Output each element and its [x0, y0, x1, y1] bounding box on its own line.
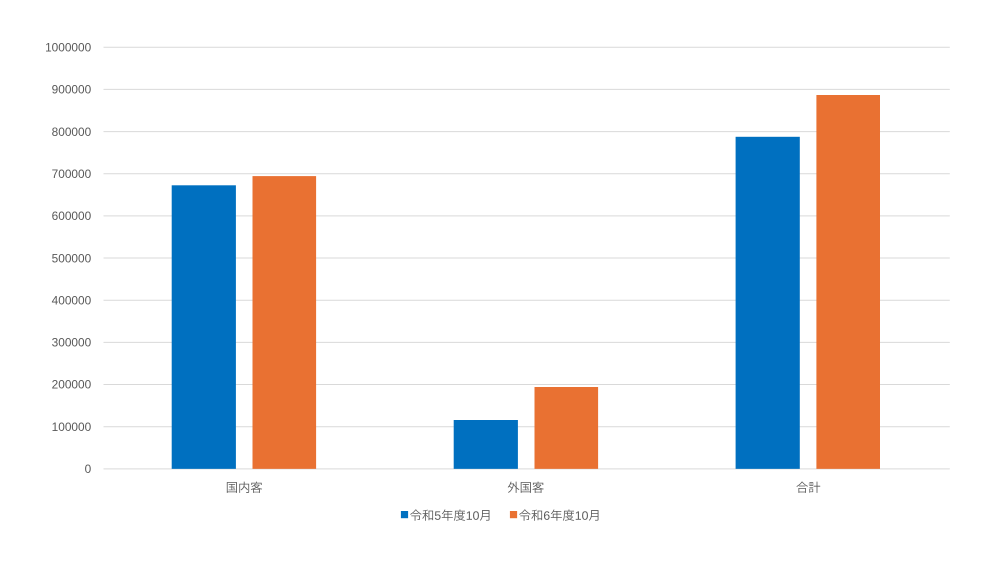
svg-text:800000: 800000: [52, 125, 92, 139]
svg-text:700000: 700000: [52, 167, 92, 181]
svg-text:200000: 200000: [52, 378, 92, 392]
svg-text:900000: 900000: [52, 83, 92, 97]
svg-text:0: 0: [85, 462, 92, 476]
svg-text:600000: 600000: [52, 209, 92, 223]
svg-text:500000: 500000: [52, 251, 92, 265]
svg-text:100000: 100000: [52, 420, 92, 434]
svg-text:400000: 400000: [52, 293, 92, 307]
svg-text:1000000: 1000000: [45, 40, 92, 54]
svg-text:300000: 300000: [52, 336, 92, 350]
